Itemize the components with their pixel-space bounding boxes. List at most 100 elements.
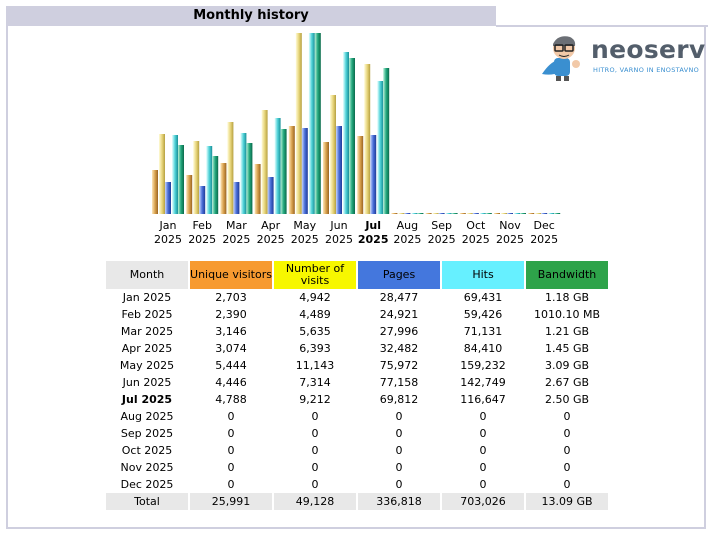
bar-visits-sep [432, 213, 439, 214]
bar-bandwidth-mar [246, 143, 253, 214]
cell-unique: 3,074 [215, 342, 247, 355]
bar-hits-oct [479, 213, 486, 214]
bar-bandwidth-oct [485, 213, 492, 214]
bar-bandwidth-jul [383, 68, 390, 214]
title-bar-extension [496, 25, 708, 27]
table-header-row: Month Unique visitors Number of visits P… [106, 261, 608, 289]
cell-month: Mar 2025 [120, 325, 174, 338]
cell-pages: 32,482 [379, 342, 419, 355]
table-row: Jun 2025 4,446 7,314 77,158 142,749 2.67 GB [106, 374, 608, 391]
cell-visits: 4,942 [299, 291, 331, 304]
cell-hits: 703,026 [442, 493, 524, 510]
table-row: Nov 2025 0 0 0 0 0 [106, 459, 608, 476]
tick-label-year: 2025 [154, 233, 182, 246]
cell-month: Apr 2025 [121, 342, 173, 355]
table-row: Jan 2025 2,703 4,942 28,477 69,431 1.18 GB [106, 289, 608, 306]
bar-pages-sep [438, 213, 445, 214]
cell-unique: 0 [227, 444, 235, 457]
cell-month: Jun 2025 [122, 376, 172, 389]
tick-label-year: 2025 [291, 233, 319, 246]
tick-label-month: Mar [226, 219, 247, 232]
table-row: Aug 2025 0 0 0 0 0 [106, 408, 608, 425]
bar-pages-aug [404, 213, 411, 214]
monthly-stats-table: Month Unique visitors Number of visits P… [104, 261, 610, 510]
cell-bandwidth: 0 [563, 410, 571, 423]
cell-hits: 142,749 [460, 376, 506, 389]
bar-hits-jun [343, 52, 349, 214]
cell-visits: 0 [311, 427, 319, 440]
bar-visits-jul [364, 64, 371, 214]
tick-label-month: Nov [499, 219, 521, 232]
cell-hits: 59,426 [463, 308, 503, 321]
cell-unique: 4,446 [215, 376, 247, 389]
bar-unique-jun [323, 142, 329, 214]
tick-label-month: Jul [364, 219, 381, 232]
tick-label-month: Apr [261, 219, 281, 232]
logo-wordmark: neoserv [591, 35, 706, 64]
cell-visits: 4,489 [299, 308, 331, 321]
bar-pages-jun [336, 126, 342, 214]
tick-label-month: May [293, 219, 316, 232]
cell-month: Jan 2025 [122, 291, 172, 304]
neoserv-logo: neoserv HITRO, VARNO IN ENOSTAVNO [540, 32, 705, 82]
cell-unique: 0 [227, 478, 235, 491]
bar-visits-feb [193, 141, 200, 214]
table-row: Jul 2025 4,788 9,212 69,812 116,647 2.50 GB [106, 391, 608, 408]
bar-unique-dec [528, 213, 535, 214]
cell-month: May 2025 [119, 359, 175, 372]
cell-pages: 336,818 [358, 493, 440, 510]
cell-bandwidth: 2.50 GB [544, 393, 590, 406]
tick-label-month: Oct [466, 219, 486, 232]
cell-visits: 9,212 [299, 393, 331, 406]
cell-bandwidth: 1.18 GB [544, 291, 590, 304]
cell-pages: 75,972 [379, 359, 419, 372]
bar-unique-may [288, 126, 295, 214]
cell-visits: 11,143 [295, 359, 335, 372]
cell-hits: 84,410 [463, 342, 503, 355]
logo-tagline: HITRO, VARNO IN ENOSTAVNO [593, 66, 700, 74]
cell-pages: 28,477 [379, 291, 419, 304]
bar-pages-nov [507, 213, 513, 214]
col-header-month: Month [106, 261, 188, 289]
bar-bandwidth-may [314, 33, 321, 214]
cell-unique: 5,444 [215, 359, 247, 372]
cell-unique: 2,390 [215, 308, 247, 321]
bar-hits-aug [411, 213, 418, 214]
cell-bandwidth: 0 [563, 444, 571, 457]
bar-hits-jul [377, 81, 384, 214]
bar-unique-apr [254, 164, 261, 214]
bar-bandwidth-jan [178, 145, 184, 214]
bar-visits-nov [501, 213, 507, 214]
cell-bandwidth: 2.67 GB [544, 376, 590, 389]
cell-month: Jul 2025 [121, 393, 173, 406]
cell-hits: 0 [479, 461, 487, 474]
col-header-unique-visitors: Unique visitors [190, 261, 272, 289]
bar-bandwidth-dec [554, 213, 561, 214]
bar-pages-jul [370, 135, 377, 214]
tick-label-month: Feb [192, 219, 211, 232]
bar-unique-nov [494, 213, 500, 214]
bar-hits-sep [445, 213, 452, 214]
cell-month: Total [106, 493, 188, 510]
cell-hits: 0 [479, 444, 487, 457]
col-header-pages: Pages [358, 261, 440, 289]
cell-unique: 4,788 [215, 393, 247, 406]
mascot-icon [542, 36, 580, 81]
cell-visits: 0 [311, 478, 319, 491]
table-row: Sep 2025 0 0 0 0 0 [106, 425, 608, 442]
cell-month: Aug 2025 [120, 410, 174, 423]
col-header-hits: Hits [442, 261, 524, 289]
tick-label-month: Sep [431, 219, 452, 232]
cell-pages: 77,158 [379, 376, 419, 389]
cell-pages: 24,921 [379, 308, 419, 321]
bar-unique-oct [459, 213, 466, 214]
bar-unique-mar [220, 163, 227, 214]
cell-pages: 0 [395, 427, 403, 440]
bar-visits-oct [466, 213, 473, 214]
bar-pages-dec [541, 213, 548, 214]
table-row: Feb 2025 2,390 4,489 24,921 59,426 1010.10 MB [106, 306, 608, 323]
tick-label-month: Aug [397, 219, 418, 232]
cell-visits: 0 [311, 410, 319, 423]
cell-month: Sep 2025 [120, 427, 174, 440]
tick-label-year: 2025 [530, 233, 558, 246]
